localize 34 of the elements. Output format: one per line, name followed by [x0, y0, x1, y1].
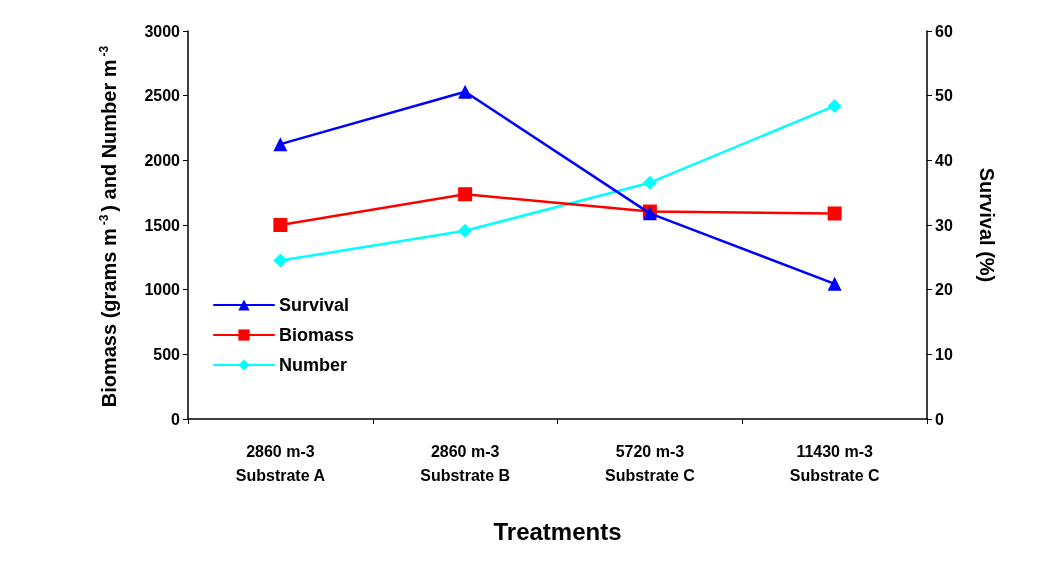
- point: [273, 137, 288, 152]
- x-tick-label: 2860 m-3 Substrate A: [235, 442, 326, 484]
- y2-tick-label: 60: [935, 22, 953, 40]
- legend-label: Number: [279, 355, 348, 375]
- y2-tick-label: 0: [935, 410, 944, 428]
- point: [827, 98, 842, 113]
- point: [458, 187, 473, 202]
- x-axis-title: Treatments: [493, 517, 622, 545]
- y2-tick-label: 30: [935, 216, 953, 234]
- point: [273, 218, 288, 232]
- legend-label: Biomass: [279, 325, 355, 345]
- point: [827, 276, 842, 291]
- y-tick-label: 500: [153, 345, 181, 363]
- point: [458, 84, 473, 99]
- y2-tick-label: 40: [935, 151, 953, 169]
- x-tick-label: 5720 m-3 Substrate C: [604, 442, 696, 484]
- legend-label: Survival: [279, 295, 350, 315]
- point: [458, 223, 473, 238]
- y-tick-label: 2000: [144, 151, 181, 169]
- y-tick-label: 2500: [144, 87, 181, 105]
- y2-tick-label: 10: [935, 345, 953, 363]
- y2-tick-label: 20: [935, 281, 953, 299]
- point: [827, 206, 842, 221]
- x-tick-label: 2860 m-3 Substrate B: [420, 442, 511, 484]
- y2-axis-title: Survival (%): [976, 167, 998, 283]
- point: [273, 253, 288, 268]
- y2-tick-label: 50: [935, 87, 953, 105]
- y-tick-label: 0: [171, 410, 181, 428]
- x-tick-label: 11430 m-3 Substrate C: [789, 442, 880, 484]
- y-tick-label: 1000: [144, 281, 181, 299]
- y-axis-title: Biomass (grams m-3) and Number m-3: [97, 45, 120, 408]
- y-tick-label: 1500: [144, 216, 181, 234]
- point: [642, 175, 657, 190]
- y-tick-label: 3000: [144, 22, 181, 40]
